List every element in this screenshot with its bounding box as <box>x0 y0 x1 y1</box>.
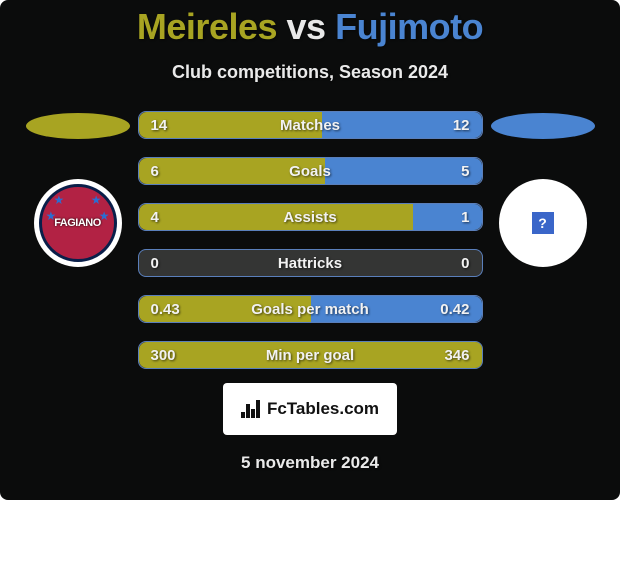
player1-name: Meireles <box>137 6 277 47</box>
comparison-panel: Meireles vs Fujimoto Club competitions, … <box>0 0 620 500</box>
page-title: Meireles vs Fujimoto <box>0 6 620 48</box>
right-crest <box>499 179 587 267</box>
stat-label: Hattricks <box>139 250 482 276</box>
branding-badge: FcTables.com <box>223 383 397 435</box>
stat-bar: 00Hattricks <box>138 249 483 277</box>
branding-prefix: Fc <box>267 399 287 418</box>
crest-placeholder-icon <box>532 212 554 234</box>
left-crest: ★ ★ ★ ★ FAGIANO <box>34 179 122 267</box>
stat-bar: 0.430.42Goals per match <box>138 295 483 323</box>
crest-fagiano-icon: ★ ★ ★ ★ FAGIANO <box>39 184 117 262</box>
stat-bar: 300346Min per goal <box>138 341 483 369</box>
branding-rest: Tables.com <box>287 399 379 418</box>
fctables-logo-icon <box>241 400 263 418</box>
vs-label: vs <box>287 6 326 47</box>
right-column <box>483 109 603 267</box>
stat-bar: 41Assists <box>138 203 483 231</box>
subtitle: Club competitions, Season 2024 <box>0 62 620 83</box>
content-columns: ★ ★ ★ ★ FAGIANO 1412Matches 65Goals 41Assi… <box>0 109 620 369</box>
stat-label: Min per goal <box>139 342 482 368</box>
stat-bar: 65Goals <box>138 157 483 185</box>
branding-text: FcTables.com <box>267 399 379 419</box>
stats-bars: 1412Matches 65Goals 41Assists 00Hattricks 0.… <box>138 111 483 369</box>
stat-label: Goals <box>139 158 482 184</box>
left-oval-icon <box>26 113 130 139</box>
stat-label: Goals per match <box>139 296 482 322</box>
stat-bar: 1412Matches <box>138 111 483 139</box>
stat-label: Assists <box>139 204 482 230</box>
left-column: ★ ★ ★ ★ FAGIANO <box>18 109 138 267</box>
player2-name: Fujimoto <box>335 6 483 47</box>
left-crest-label: FAGIANO <box>54 217 101 229</box>
date-label: 5 november 2024 <box>0 453 620 473</box>
right-oval-icon <box>491 113 595 139</box>
stat-label: Matches <box>139 112 482 138</box>
